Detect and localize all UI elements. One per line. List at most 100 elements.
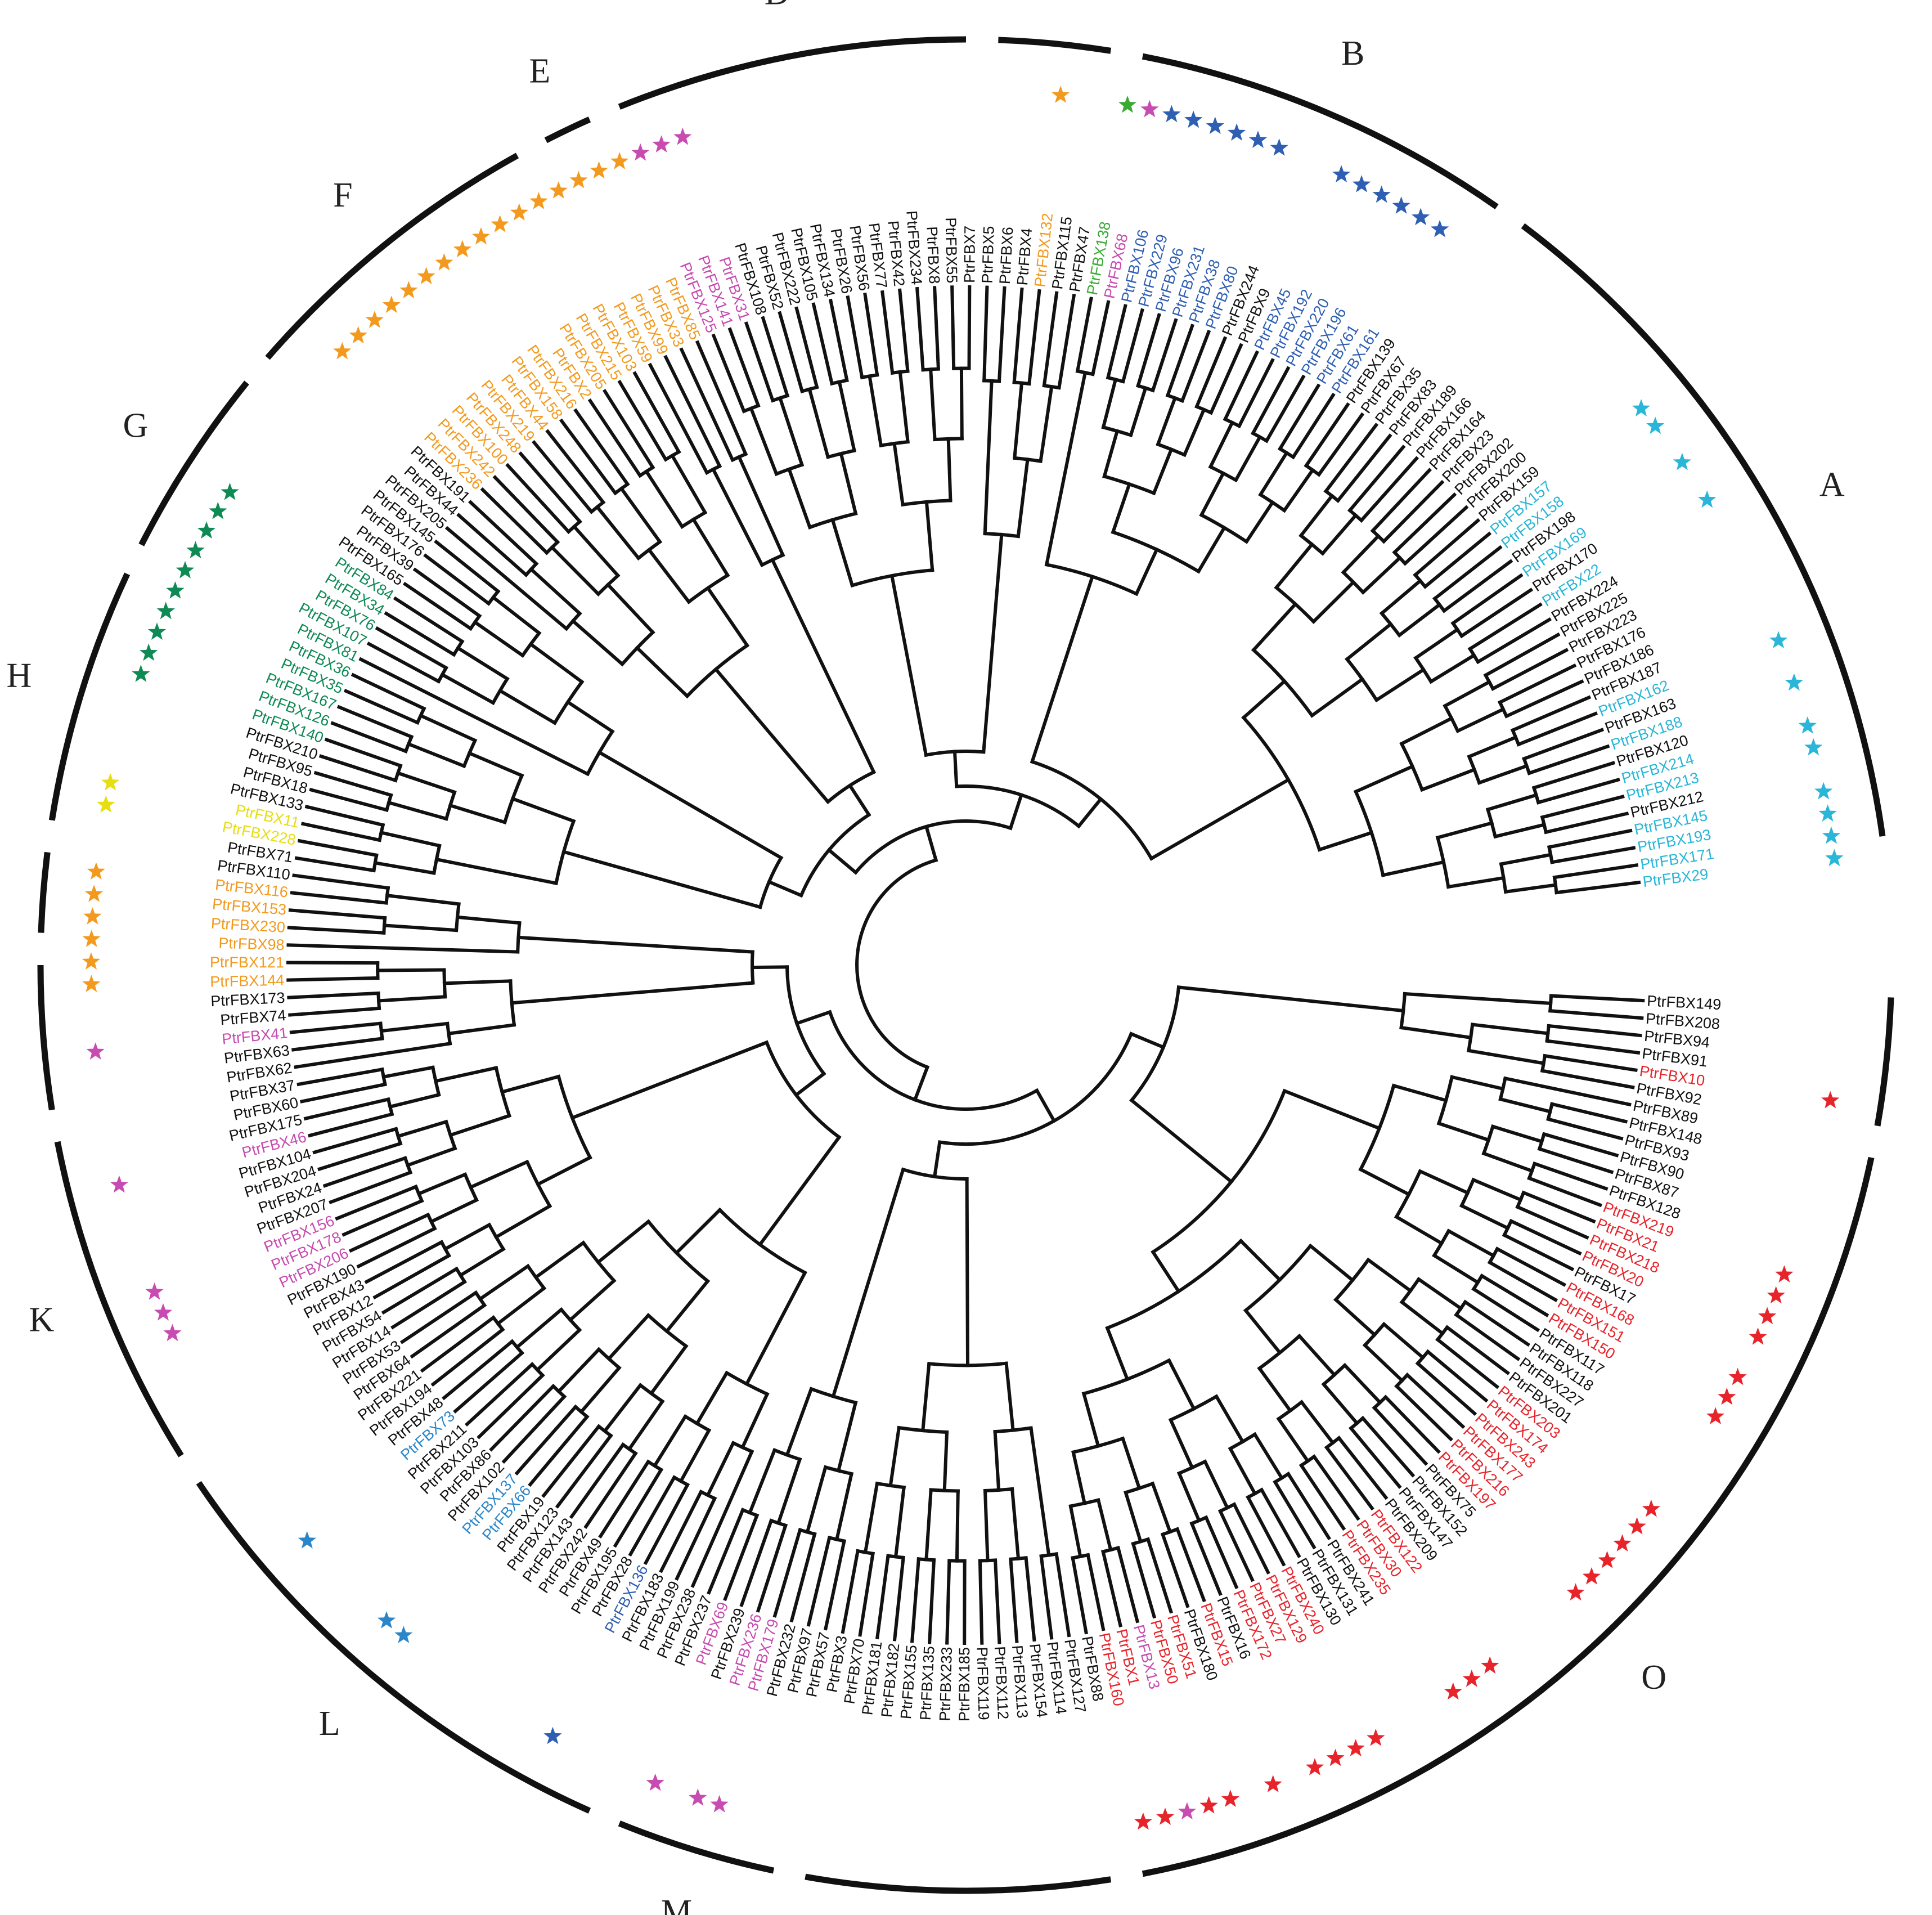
branch-line bbox=[343, 688, 420, 725]
branch-line bbox=[1391, 1083, 1448, 1103]
branch-line bbox=[1012, 287, 1024, 384]
leaf-label: PtrFBX173 bbox=[210, 989, 285, 1010]
branch-line bbox=[1454, 1312, 1521, 1361]
branch-arc bbox=[454, 902, 461, 932]
branch-arc bbox=[1013, 456, 1043, 463]
branch-line bbox=[568, 1278, 617, 1322]
branch-line bbox=[1317, 830, 1374, 852]
branch-line bbox=[495, 1286, 547, 1326]
branch-line bbox=[385, 893, 461, 906]
branch-line bbox=[1432, 545, 1503, 601]
group-arc bbox=[1521, 223, 1886, 837]
branch-line bbox=[416, 1172, 468, 1196]
branch-arc bbox=[1333, 1257, 1371, 1302]
marker-star bbox=[1412, 208, 1430, 226]
branch-line bbox=[376, 968, 446, 972]
group-arc bbox=[544, 116, 591, 143]
branch-line bbox=[744, 321, 775, 403]
branch-line bbox=[993, 1429, 1001, 1492]
branch-line bbox=[794, 306, 819, 389]
branch-line bbox=[983, 1488, 990, 1563]
branch-line bbox=[767, 880, 804, 898]
group-arc bbox=[998, 37, 1112, 54]
marker-star bbox=[1392, 196, 1410, 214]
branch-line bbox=[1399, 1025, 1473, 1040]
branch-arc bbox=[646, 1219, 711, 1284]
group-arc bbox=[37, 965, 55, 1111]
marker-star bbox=[1305, 1758, 1324, 1775]
branch-line bbox=[533, 1240, 586, 1280]
branch-line bbox=[1435, 1337, 1500, 1389]
branch-line bbox=[888, 1425, 901, 1488]
group-arc bbox=[1874, 997, 1894, 1127]
branch-line bbox=[1537, 1146, 1614, 1174]
branch-line bbox=[606, 1313, 651, 1361]
branch-line bbox=[545, 429, 606, 505]
marker-star bbox=[154, 1303, 173, 1321]
branch-line bbox=[727, 327, 761, 408]
branch-line bbox=[910, 1557, 921, 1643]
branch-line bbox=[736, 455, 785, 558]
marker-star bbox=[145, 1282, 164, 1300]
branch-line bbox=[691, 517, 730, 578]
marker-star bbox=[166, 581, 185, 599]
branch-line bbox=[892, 441, 905, 507]
branch-line bbox=[982, 532, 1004, 754]
branch-line bbox=[1503, 1076, 1632, 1107]
branch-line bbox=[1503, 883, 1558, 894]
marker-star bbox=[140, 643, 158, 661]
branch-line bbox=[402, 581, 473, 631]
branch-line bbox=[1057, 293, 1076, 390]
group-label: H bbox=[7, 656, 32, 694]
branch-line bbox=[296, 1067, 384, 1087]
branch-line bbox=[1194, 336, 1228, 409]
branch-line bbox=[1299, 1463, 1346, 1531]
marker-star bbox=[86, 1042, 105, 1060]
branch-line bbox=[707, 1508, 745, 1595]
branch-line bbox=[1136, 313, 1161, 388]
branch-line bbox=[757, 1134, 842, 1247]
marker-star bbox=[1767, 1286, 1785, 1304]
branch-arc bbox=[827, 1535, 847, 1544]
branch-arc bbox=[686, 573, 730, 604]
branch-arc bbox=[1540, 1053, 1547, 1073]
branch-arc bbox=[1044, 562, 1139, 597]
branch-arc bbox=[380, 1067, 387, 1087]
branch-line bbox=[393, 596, 465, 644]
group-label: K bbox=[29, 1301, 55, 1339]
branch-line bbox=[489, 1383, 556, 1452]
branch-line bbox=[444, 526, 569, 631]
marker-star bbox=[689, 1788, 707, 1806]
branch-line bbox=[602, 1383, 643, 1434]
branch-line bbox=[982, 285, 989, 383]
branch-line bbox=[1101, 377, 1118, 429]
branch-line bbox=[841, 1549, 860, 1634]
branch-arc bbox=[445, 1021, 452, 1046]
leaf-label: PtrFBX8 bbox=[923, 226, 943, 284]
branch-line bbox=[313, 770, 393, 797]
group-label: O bbox=[1641, 1658, 1666, 1697]
branch-line bbox=[304, 804, 385, 827]
branch-line bbox=[1542, 1132, 1619, 1158]
branch-line bbox=[1111, 482, 1132, 535]
branch-line bbox=[898, 370, 910, 444]
marker-star bbox=[631, 143, 650, 161]
branch-line bbox=[649, 1343, 689, 1396]
leaf-label: PtrFBX6 bbox=[996, 226, 1017, 285]
branch-line bbox=[1521, 1190, 1596, 1224]
branch-line bbox=[830, 518, 855, 588]
branch-line bbox=[1013, 381, 1024, 460]
marker-star bbox=[1270, 138, 1288, 156]
branch-arc bbox=[621, 1442, 638, 1456]
marker-star bbox=[417, 267, 435, 284]
branch-line bbox=[1004, 1361, 1015, 1432]
branch-line bbox=[1413, 627, 1460, 661]
branch-line bbox=[297, 838, 379, 858]
marker-star bbox=[163, 1324, 182, 1342]
branch-line bbox=[1450, 1075, 1505, 1091]
branch-arc bbox=[1299, 1454, 1317, 1468]
branch-line bbox=[1422, 531, 1492, 589]
marker-star bbox=[84, 885, 104, 902]
branch-line bbox=[1481, 1151, 1534, 1173]
branch-line bbox=[1165, 324, 1195, 398]
